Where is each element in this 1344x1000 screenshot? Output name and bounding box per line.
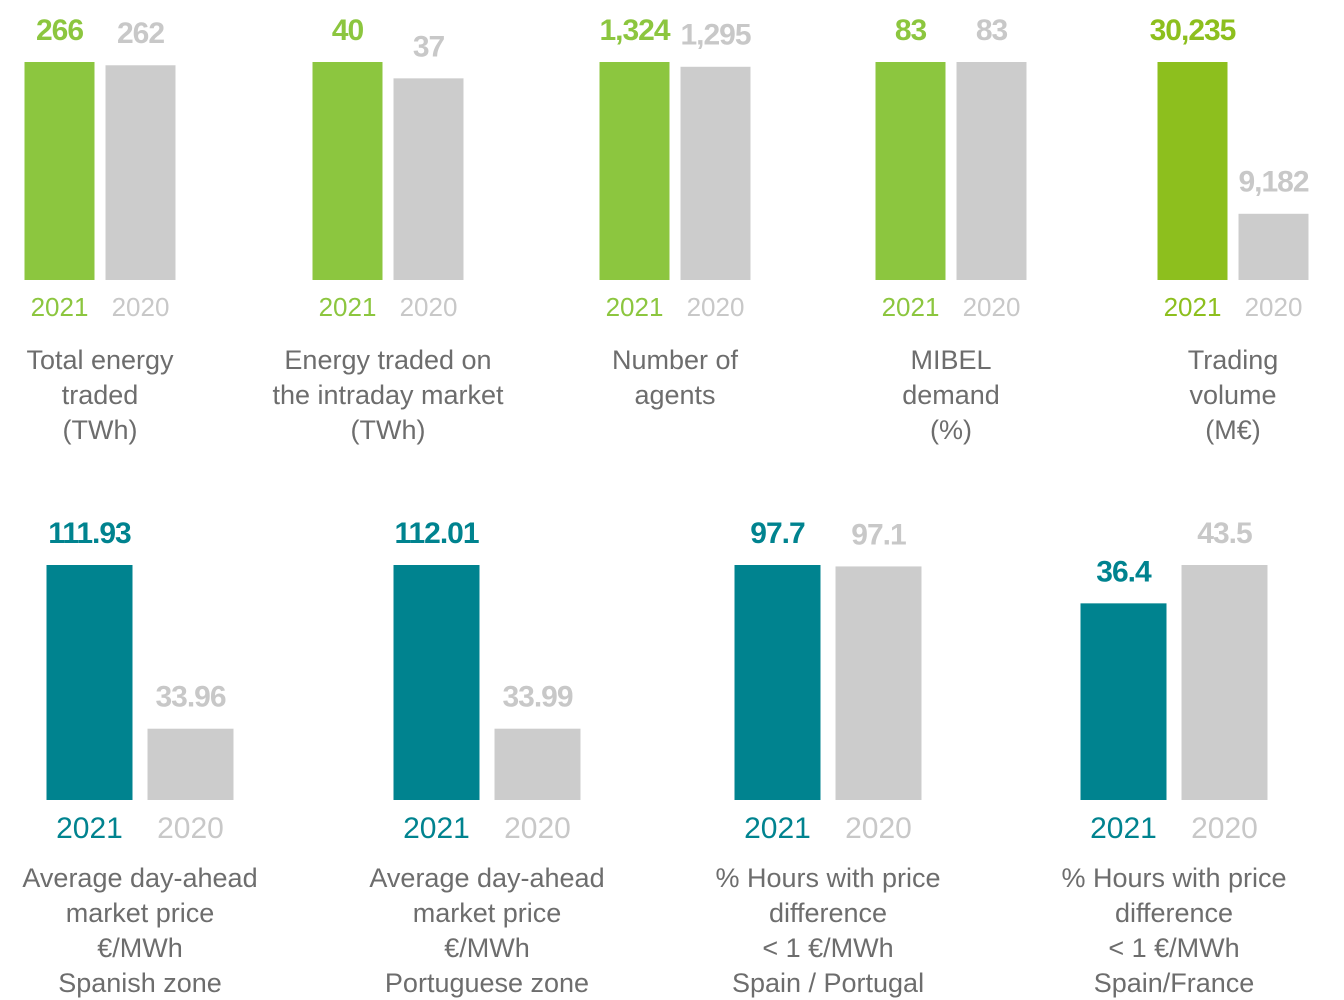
bar-chart: 30,235 2021 9,182 2020 Trading volume (M€) (1150, 14, 1310, 445)
value-label: 36.4 (1096, 555, 1152, 588)
bar-chart: 111.93 2021 33.96 2020 Average day-ahead mark… (22, 517, 257, 998)
caption: Energy traded on (284, 345, 491, 375)
bar (46, 565, 133, 800)
year-label: 2020 (157, 812, 224, 845)
bar (393, 565, 480, 800)
value-label: 83 (895, 14, 927, 47)
bar (1157, 62, 1228, 280)
year-label: 2020 (112, 292, 170, 322)
bar (312, 62, 383, 280)
bar (147, 728, 234, 800)
caption: Spain/France (1094, 968, 1255, 998)
caption: Portuguese zone (385, 968, 589, 998)
caption: < 1 €/MWh (1108, 933, 1239, 963)
caption: demand (902, 380, 1000, 410)
value-label: 83 (976, 14, 1008, 47)
value-label: 43.5 (1197, 517, 1252, 550)
year-label: 2021 (606, 292, 664, 322)
caption: market price (413, 898, 562, 928)
year-label: 2021 (1164, 292, 1222, 322)
caption: Trading (1188, 345, 1279, 375)
year-label: 2020 (504, 812, 571, 845)
caption: Average day-ahead (369, 863, 604, 893)
value-label: 112.01 (394, 517, 478, 550)
value-label: 1,295 (680, 19, 750, 52)
caption: Number of (612, 345, 739, 375)
caption: difference (1115, 898, 1233, 928)
bar (393, 78, 464, 280)
bar-chart: 83 2021 83 2020 MIBEL demand (%) (875, 14, 1027, 445)
bar (494, 728, 581, 800)
value-label: 40 (332, 14, 364, 47)
caption: market price (66, 898, 215, 928)
caption: €/MWh (444, 933, 530, 963)
bar (1181, 565, 1268, 800)
caption: Spanish zone (58, 968, 222, 998)
bar (680, 66, 751, 280)
year-label: 2021 (319, 292, 377, 322)
value-label: 33.99 (502, 681, 572, 714)
value-label: 9,182 (1238, 166, 1308, 199)
bar-chart: 112.01 2021 33.99 2020 Average day-ahead mark… (369, 517, 604, 998)
year-label: 2021 (56, 812, 123, 845)
year-label: 2020 (1191, 812, 1258, 845)
caption: % Hours with price (715, 863, 940, 893)
year-label: 2021 (744, 812, 811, 845)
caption: volume (1189, 380, 1276, 410)
year-label: 2021 (1090, 812, 1157, 845)
caption: (%) (930, 415, 972, 445)
bar-chart: 1,324 2021 1,295 2020 Number of agents (599, 14, 751, 410)
year-label: 2021 (882, 292, 940, 322)
caption: €/MWh (97, 933, 183, 963)
year-label: 2020 (687, 292, 745, 322)
year-label: 2020 (963, 292, 1021, 322)
year-label: 2020 (400, 292, 458, 322)
caption: (TWh) (63, 415, 138, 445)
value-label: 262 (117, 17, 164, 50)
bar (835, 566, 922, 800)
bar-chart: 36.4 2021 43.5 2020 % Hours with price differ… (1061, 517, 1286, 998)
caption: (TWh) (351, 415, 426, 445)
value-label: 111.93 (48, 517, 131, 550)
value-label: 30,235 (1150, 14, 1236, 47)
caption: the intraday market (272, 380, 504, 410)
bar (875, 62, 946, 280)
bar (24, 62, 95, 280)
caption: Average day-ahead (22, 863, 257, 893)
bar (599, 62, 670, 280)
caption: % Hours with price (1061, 863, 1286, 893)
caption: traded (62, 380, 139, 410)
value-label: 266 (36, 14, 83, 47)
bar-chart: 97.7 2021 97.1 2020 % Hours with price differ… (715, 517, 940, 998)
bar-chart: 266 2021 262 2020 Total energy traded (TWh) (24, 14, 176, 445)
value-label: 33.96 (155, 681, 225, 714)
bar-chart: 40 2021 37 2020 Energy traded on the intraday… (272, 14, 504, 445)
value-label: 37 (413, 30, 445, 63)
year-label: 2020 (845, 812, 912, 845)
bar (1238, 213, 1309, 280)
bar (105, 65, 176, 280)
bar (956, 62, 1027, 280)
bar (1080, 603, 1167, 800)
value-label: 1,324 (599, 14, 670, 47)
bar (734, 565, 821, 800)
caption: Spain / Portugal (732, 968, 924, 998)
caption: agents (634, 380, 715, 410)
year-label: 2021 (403, 812, 470, 845)
value-label: 97.7 (750, 517, 805, 550)
caption: (M€) (1205, 415, 1261, 445)
year-label: 2021 (31, 292, 89, 322)
year-label: 2020 (1245, 292, 1303, 322)
caption: difference (769, 898, 887, 928)
caption: Total energy (26, 345, 174, 375)
caption: < 1 €/MWh (762, 933, 893, 963)
caption: MIBEL (910, 345, 991, 375)
value-label: 97.1 (851, 518, 906, 551)
